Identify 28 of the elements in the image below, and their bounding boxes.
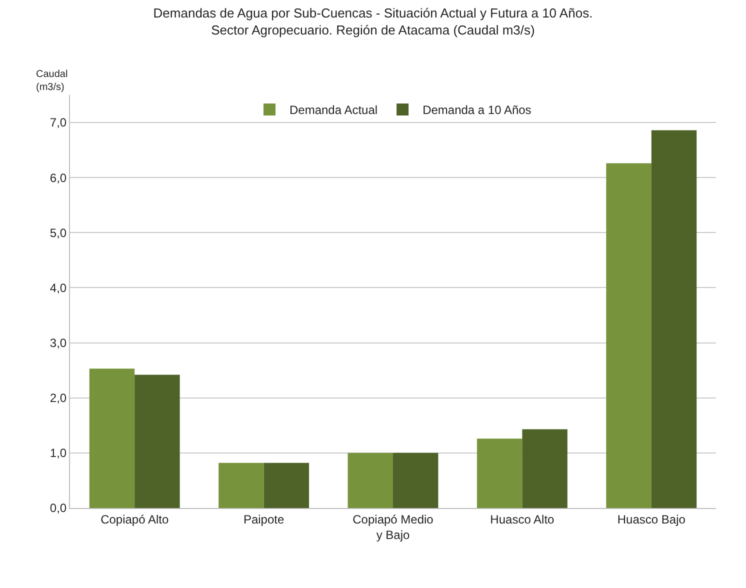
chart-title: Demandas de Agua por Sub-Cuencas - Situación Actual y Futura a 10 Años. — [153, 6, 593, 21]
bar — [522, 429, 568, 508]
legend-label: Demanda Actual — [290, 103, 378, 118]
bar — [264, 462, 310, 508]
y-tick-label: 4,0 — [50, 280, 67, 295]
x-tick-label: Copiapó Alto — [100, 512, 169, 526]
bar — [476, 438, 522, 508]
y-tick-label: 0,0 — [50, 501, 67, 516]
y-tick-label: 2,0 — [50, 391, 67, 406]
y-tick-label: 1,0 — [50, 446, 67, 460]
y-tick-label: 6,0 — [50, 170, 67, 185]
bar — [134, 374, 180, 508]
bar — [393, 452, 438, 508]
x-tick-label: Copiapó Medio y Bajo — [352, 512, 434, 542]
chart-subtitle: Sector Agropecuario. Región de Atacama (Caudal m3/s) — [211, 22, 535, 38]
x-tick-label: Huasco Alto — [490, 512, 555, 526]
legend-label: Demanda a 10 Años — [422, 103, 532, 118]
y-tick-label: 7,0 — [50, 116, 67, 130]
bar — [606, 163, 652, 508]
x-tick-label: Huasco Bajo — [617, 512, 686, 526]
y-axis-title: Caudal (m3/s) — [36, 69, 68, 93]
bar — [348, 452, 393, 508]
bar — [89, 368, 135, 508]
bar — [218, 462, 264, 508]
x-tick-label: Paipote — [243, 512, 284, 526]
y-tick-label: 3,0 — [50, 336, 67, 350]
y-tick-label: 5,0 — [50, 226, 67, 240]
bar — [651, 130, 697, 508]
